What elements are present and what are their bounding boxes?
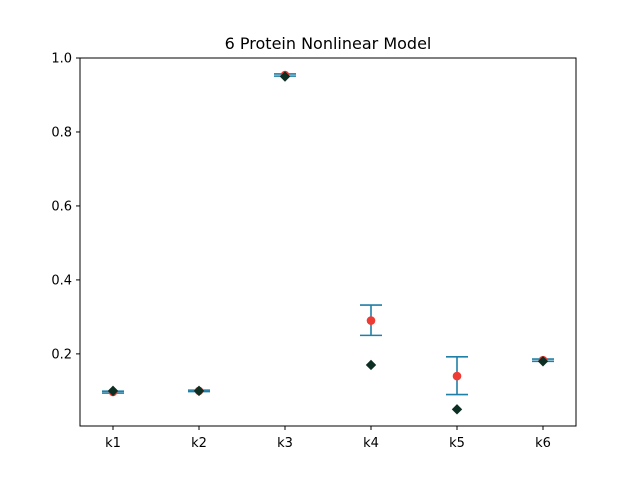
y-tick-label: 0.8 xyxy=(51,125,72,140)
true-value-diamond xyxy=(365,359,377,371)
estimate-point xyxy=(366,316,376,325)
plot-frame xyxy=(79,57,577,427)
y-tick-label: 0.6 xyxy=(51,199,72,214)
x-tick-label: k1 xyxy=(105,436,121,451)
chart-title: 6 Protein Nonlinear Model xyxy=(225,34,432,53)
true-value-diamond xyxy=(107,385,119,397)
x-tick-label: k5 xyxy=(449,436,465,451)
y-tick-label: 0.4 xyxy=(51,273,72,288)
plot-area: 0.2 0.4 0.6 0.8 1.0 k1 k2 k3 k4 k5 k6 xyxy=(51,52,577,451)
true-value-diamond xyxy=(193,385,205,397)
estimate-point xyxy=(452,371,462,381)
true-value-diamond xyxy=(537,356,549,367)
y-tick-label: 0.2 xyxy=(51,347,72,362)
x-tick-label: k6 xyxy=(535,436,551,451)
y-tick-label: 1.0 xyxy=(51,52,72,67)
x-tick-label: k3 xyxy=(277,436,293,451)
x-tick-label: k4 xyxy=(363,436,379,451)
x-tick-label: k2 xyxy=(191,436,207,451)
true-value-diamond xyxy=(279,71,291,82)
true-value-diamond xyxy=(451,404,463,415)
